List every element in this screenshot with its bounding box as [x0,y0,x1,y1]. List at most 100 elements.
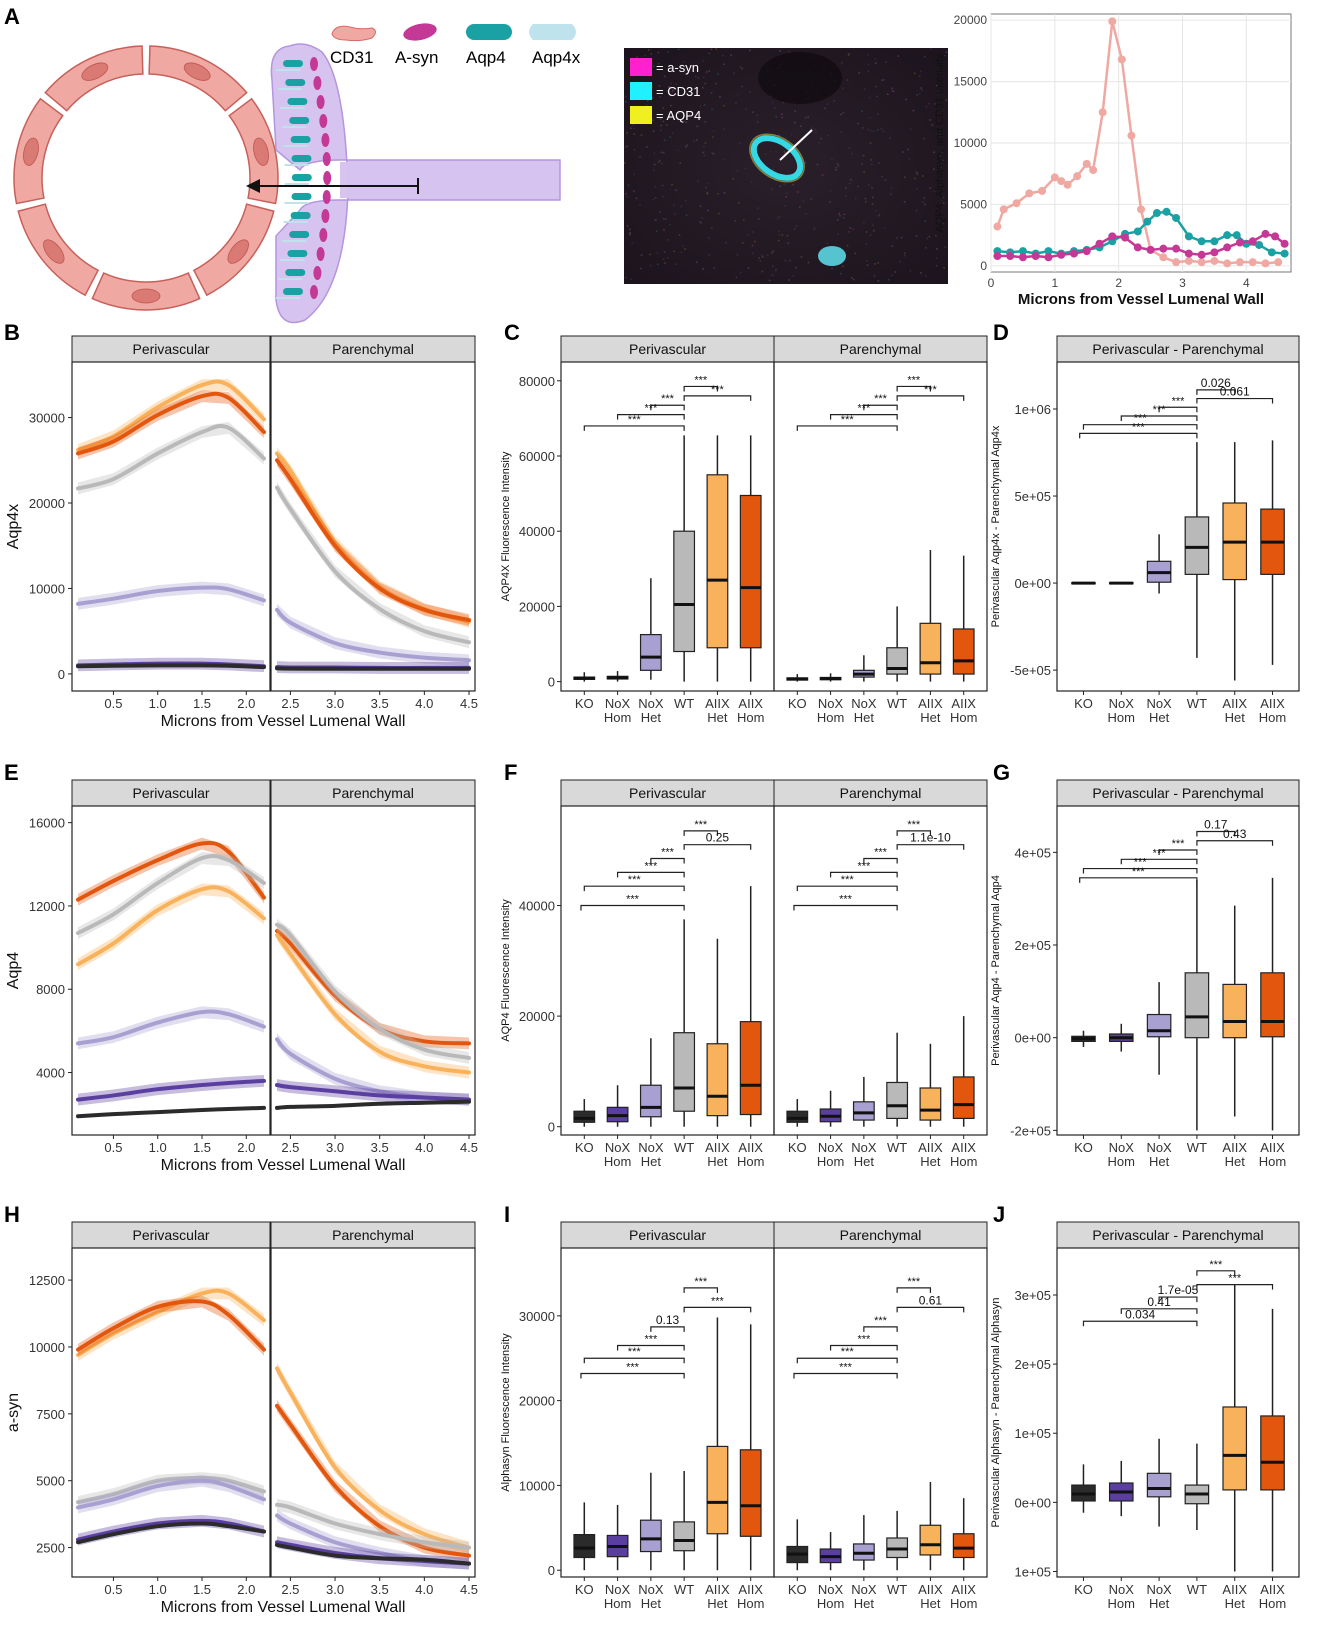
speckle [673,250,675,253]
significance-bracket [583,425,685,431]
speckle [659,159,661,162]
significance-label: *** [1153,847,1167,859]
speckle [685,214,688,216]
significance-bracket [616,871,685,878]
x-tick-label-sub: Het [1149,1596,1170,1611]
facet-label: Perivascular [629,785,706,801]
speckle [854,252,857,255]
speckle [896,237,898,239]
speckle [905,98,908,101]
speckle [624,95,627,98]
speckle [784,205,786,207]
speckle [779,185,782,188]
speckle [839,214,841,217]
speckle [751,252,754,255]
aqp4-marker [290,212,311,219]
asyn-marker [322,152,331,166]
x-tick-label-sub: Het [1149,1154,1170,1169]
significance-bracket [650,1326,685,1332]
y-tick-label: 10000 [954,136,988,150]
speckle [723,104,726,107]
x-tick-label: 1.0 [149,1582,167,1597]
speckle [756,121,759,123]
significance-label: *** [1209,1259,1223,1271]
speckle [935,234,937,237]
x-tick-label-sub: Het [1225,1596,1246,1611]
speckle [831,158,833,160]
speckle [914,177,916,180]
data-point [1152,209,1161,218]
micrograph-speckle [624,48,948,282]
x-tick-label-sub: Hom [737,1154,764,1169]
speckle [629,228,631,231]
speckle [923,197,926,199]
x-tick-label: 3.0 [326,1582,344,1597]
speckle [925,246,927,249]
speckle [890,193,892,195]
speckle [702,76,705,79]
speckle [881,79,884,81]
speckle [706,191,708,194]
significance-label: 0.43 [1223,827,1247,841]
y-tick-label: 0 [980,259,987,273]
speckle [891,87,894,90]
facet-strip [773,779,988,807]
speckle [747,267,750,269]
speckle [861,127,864,129]
y-tick-label: 5000 [960,197,987,211]
speckle [649,264,652,267]
data-point [1133,227,1142,236]
significance-label: *** [1172,395,1186,407]
speckle [738,142,741,145]
speckle [831,267,833,270]
speckle [820,137,823,140]
x-tick-label: AIIX [918,1582,943,1597]
vessel-cross-section-ring [750,135,804,181]
speckle [840,62,843,64]
speckle [711,108,713,111]
speckle [924,220,927,222]
y-tick-label: 40000 [519,524,555,539]
speckle [735,276,738,279]
facet-label: Perivascular - Parenchymal [1092,785,1263,801]
speckle [940,109,943,112]
aqp4-marker [285,269,306,276]
data-point [1197,250,1206,259]
speckle [677,112,680,115]
smooth-line-wt [76,1476,266,1505]
data-point [1255,240,1264,249]
speckle [793,121,796,124]
speckle [662,195,664,198]
x-tick-label-sub: Hom [950,1596,977,1611]
data-point [1044,247,1053,256]
x-tick-label: NoX [638,1582,664,1597]
smooth-line-nox-hom [275,1083,471,1102]
speckle [626,145,629,148]
speckle [824,107,827,110]
data-point [1159,253,1168,262]
x-tick-label-sub: Het [707,710,728,725]
confidence-band [78,837,264,906]
endothelial-nucleus [227,239,249,264]
panel-letter-A: A [4,4,20,29]
facet-label: Perivascular - Parenchymal [1092,1227,1263,1243]
endothelial-nucleus [23,137,39,166]
x-tick-label: NoX [1109,1582,1135,1597]
speckle [771,101,774,104]
significance-bracket [1196,830,1236,837]
facet-label: Perivascular [132,785,209,801]
x-tick-label: KO [1074,1582,1093,1597]
speckle [794,266,797,269]
speckle [684,146,687,148]
aqp4x-marker [283,145,308,147]
significance-label: *** [711,1295,725,1307]
speckle [899,260,901,263]
speckle [775,116,777,118]
speckle [848,147,850,149]
x-tick-label: 2.0 [237,1140,255,1155]
speckle [708,52,710,55]
speckle [752,231,754,233]
speckle [663,75,666,78]
speckle [789,259,791,262]
speckle [920,87,923,89]
